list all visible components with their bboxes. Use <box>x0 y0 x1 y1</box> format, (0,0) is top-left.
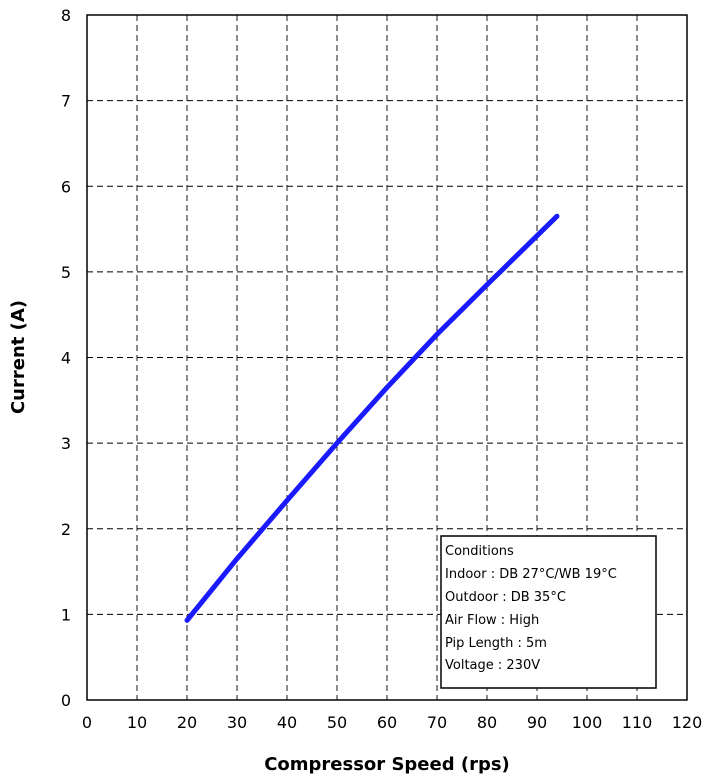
x-tick-label: 20 <box>177 713 197 732</box>
plot-frame <box>86 14 688 701</box>
series-layer <box>184 213 560 623</box>
x-tick-label: 110 <box>622 713 653 732</box>
x-tick-label: 10 <box>127 713 147 732</box>
x-tick-label: 120 <box>672 713 703 732</box>
x-tick-label: 80 <box>477 713 497 732</box>
conditions-outdoor: Outdoor : DB 35°C <box>445 590 566 605</box>
y-tick-label: 5 <box>61 263 71 282</box>
y-tick-label: 3 <box>61 434 71 453</box>
conditions-box: Conditions Indoor : DB 27°C/WB 19°C Outd… <box>440 535 657 689</box>
x-tick-label: 50 <box>327 713 347 732</box>
y-tick-label: 8 <box>61 6 71 25</box>
series-line <box>184 213 560 623</box>
conditions-voltage: Voltage : 230V <box>445 658 540 673</box>
y-axis-title: Current (A) <box>8 300 29 414</box>
y-tick-label: 1 <box>61 605 71 624</box>
x-tick-label: 100 <box>572 713 603 732</box>
y-tick-label: 2 <box>61 520 71 539</box>
x-tick-label: 90 <box>527 713 547 732</box>
y-tick-labels: 0 1 2 3 4 5 6 7 8 <box>61 6 71 710</box>
x-tick-label: 30 <box>227 713 247 732</box>
y-tick-label: 6 <box>61 177 71 196</box>
conditions-box-frame <box>440 535 657 689</box>
x-tick-label: 60 <box>377 713 397 732</box>
x-axis-title: Compressor Speed (rps) <box>264 754 510 775</box>
y-tick-label: 4 <box>61 349 71 368</box>
conditions-pipe-length: Pip Length : 5m <box>445 636 547 651</box>
x-tick-label: 40 <box>277 713 297 732</box>
y-tick-label: 0 <box>61 691 71 710</box>
y-tick-label: 7 <box>61 92 71 111</box>
grid <box>87 15 687 700</box>
x-tick-labels: 0 10 20 30 40 50 60 70 80 90 100 110 120 <box>82 713 702 732</box>
x-tick-label: 0 <box>82 713 92 732</box>
conditions-indoor: Indoor : DB 27°C/WB 19°C <box>445 567 617 582</box>
x-tick-label: 70 <box>427 713 447 732</box>
conditions-title: Conditions <box>445 544 514 559</box>
conditions-air-flow: Air Flow : High <box>445 613 539 628</box>
